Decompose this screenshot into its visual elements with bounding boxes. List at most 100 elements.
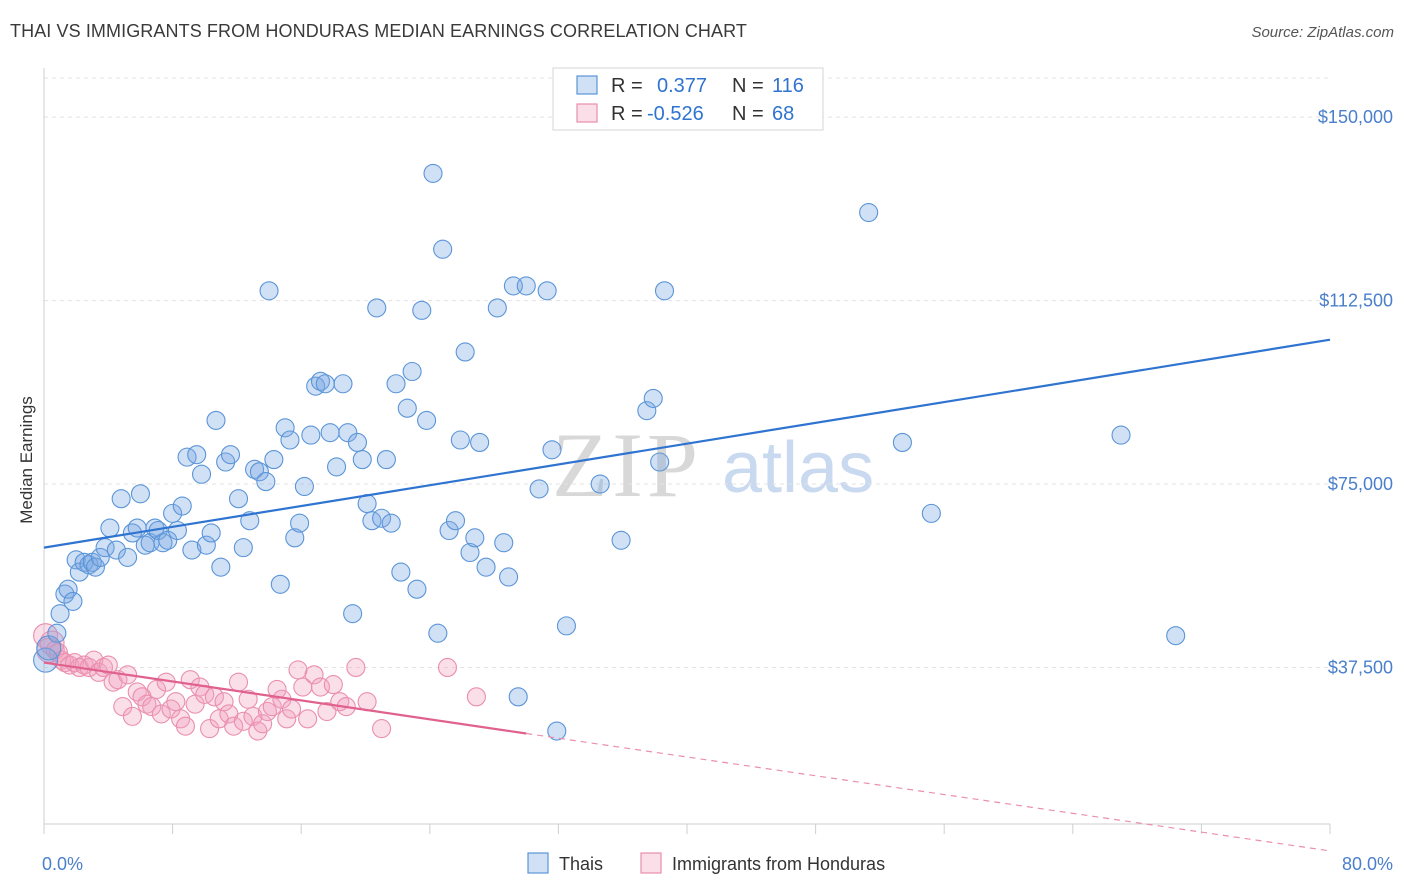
thai-point-59 (320, 423, 340, 443)
thai-point-107 (859, 202, 879, 223)
honduras-point-47 (253, 714, 273, 734)
thai-point-99 (547, 721, 567, 741)
honduras-point-31 (175, 716, 196, 736)
thai-point-97 (537, 281, 557, 301)
thai-point-7 (66, 550, 86, 570)
thai-point-12 (85, 557, 105, 577)
thai-point-18 (118, 547, 138, 567)
thai-point-72 (386, 374, 406, 394)
thai-point-111 (1166, 626, 1186, 646)
honduras-point-42 (228, 672, 249, 692)
thai-point-110 (1111, 425, 1131, 445)
thai-point-6 (63, 591, 83, 611)
thai-point-106 (654, 281, 675, 301)
thai-point-91 (494, 533, 514, 553)
thai-point-82 (439, 520, 459, 541)
legend-r-value-honduras: -0.526 (647, 103, 704, 125)
thai-point-70 (376, 450, 396, 470)
honduras-trend-line (43, 661, 527, 735)
legend-box: R = 0.377 N = 116 R = -0.526 N = 68 (552, 67, 824, 131)
legend-r-label-thai: R = (611, 75, 643, 97)
thai-point-75 (402, 361, 422, 382)
thai-point-16 (106, 540, 126, 560)
thai-trend-line (43, 338, 1331, 549)
honduras-point-29 (166, 692, 186, 712)
thai-point-62 (338, 423, 358, 443)
honduras-point-52 (277, 709, 297, 729)
x-tick-label-min: 0.0% (42, 854, 83, 874)
y-tick-label-0: $37,500 (1328, 657, 1393, 677)
chart-title: THAI VS IMMIGRANTS FROM HONDURAS MEDIAN … (10, 21, 747, 41)
thai-point-108 (892, 432, 912, 452)
bottom-legend-label-honduras: Immigrants from Honduras (672, 854, 885, 874)
thai-point-65 (352, 450, 372, 470)
thai-point-64 (347, 432, 368, 452)
bottom-legend-swatch-thai (527, 852, 549, 874)
thai-point-100 (556, 616, 576, 636)
thai-point-77 (412, 300, 432, 320)
honduras-point-50 (267, 679, 287, 700)
thai-point-30 (172, 496, 192, 516)
legend-n-label-honduras: N = (732, 103, 764, 125)
honduras-point-39 (214, 692, 234, 712)
x-tick-label-max: 80.0% (1342, 854, 1393, 874)
honduras-point-41 (224, 716, 244, 736)
thai-point-32 (182, 540, 202, 560)
thai-point-17 (111, 489, 131, 509)
x-tick-labels: 0.0% 80.0% (42, 854, 1393, 874)
thai-point-54 (294, 476, 314, 497)
honduras-point-43 (233, 711, 253, 731)
thai-point-83 (445, 511, 466, 531)
honduras-point-25 (146, 679, 167, 700)
honduras-point-54 (288, 660, 308, 680)
thai-point-105 (650, 452, 670, 472)
thai-point-38 (211, 557, 231, 577)
thai-point-45 (249, 462, 269, 482)
honduras-points (33, 623, 486, 741)
legend-n-value-honduras: 68 (772, 103, 794, 125)
thai-point-71 (381, 513, 401, 533)
honduras-point-53 (282, 699, 302, 719)
honduras-point-63 (346, 657, 366, 678)
thai-point-94 (508, 687, 528, 707)
thai-point-69 (372, 508, 392, 528)
thai-point-37 (206, 410, 226, 430)
y-tick-label-1: $75,000 (1328, 474, 1393, 494)
thai-point-95 (516, 276, 536, 296)
thai-point-92 (499, 567, 519, 587)
honduras-point-26 (151, 704, 171, 724)
thai-point-88 (470, 432, 490, 452)
axes (43, 68, 1331, 834)
thai-point-27 (158, 530, 178, 550)
thai-point-96 (529, 479, 549, 499)
thai-point-101 (590, 474, 610, 494)
thai-point-86 (460, 542, 480, 563)
thai-point-5 (58, 579, 78, 599)
thai-point-42 (233, 538, 253, 558)
watermark-atlas: atlas (722, 428, 874, 508)
thai-point-58 (315, 374, 335, 394)
thai-point-13 (90, 547, 110, 567)
thai-point-15 (100, 518, 120, 538)
thai-point-46 (256, 472, 276, 492)
thai-point-36 (201, 523, 221, 543)
thai-point-0 (33, 647, 59, 673)
legend-n-label-thai: N = (732, 75, 764, 97)
thai-point-35 (196, 535, 216, 555)
thai-point-34 (191, 464, 212, 484)
thai-point-52 (285, 528, 305, 548)
legend-r-label-honduras: R = (611, 103, 643, 125)
thai-point-103 (637, 401, 657, 421)
thai-point-60 (327, 457, 347, 477)
bottom-legend-label-thai: Thais (559, 854, 603, 874)
thai-point-74 (397, 398, 417, 418)
thai-point-81 (433, 239, 453, 259)
legend-n-value-thai: 116 (772, 75, 804, 97)
bottom-legend-swatch-honduras (640, 852, 662, 874)
thai-point-47 (259, 281, 279, 301)
source-label: Source: ZipAtlas.com (1251, 24, 1394, 41)
thai-point-33 (187, 445, 207, 465)
legend-swatch-honduras (576, 103, 598, 123)
bottom-legend: Thais Immigrants from Honduras (527, 852, 885, 874)
